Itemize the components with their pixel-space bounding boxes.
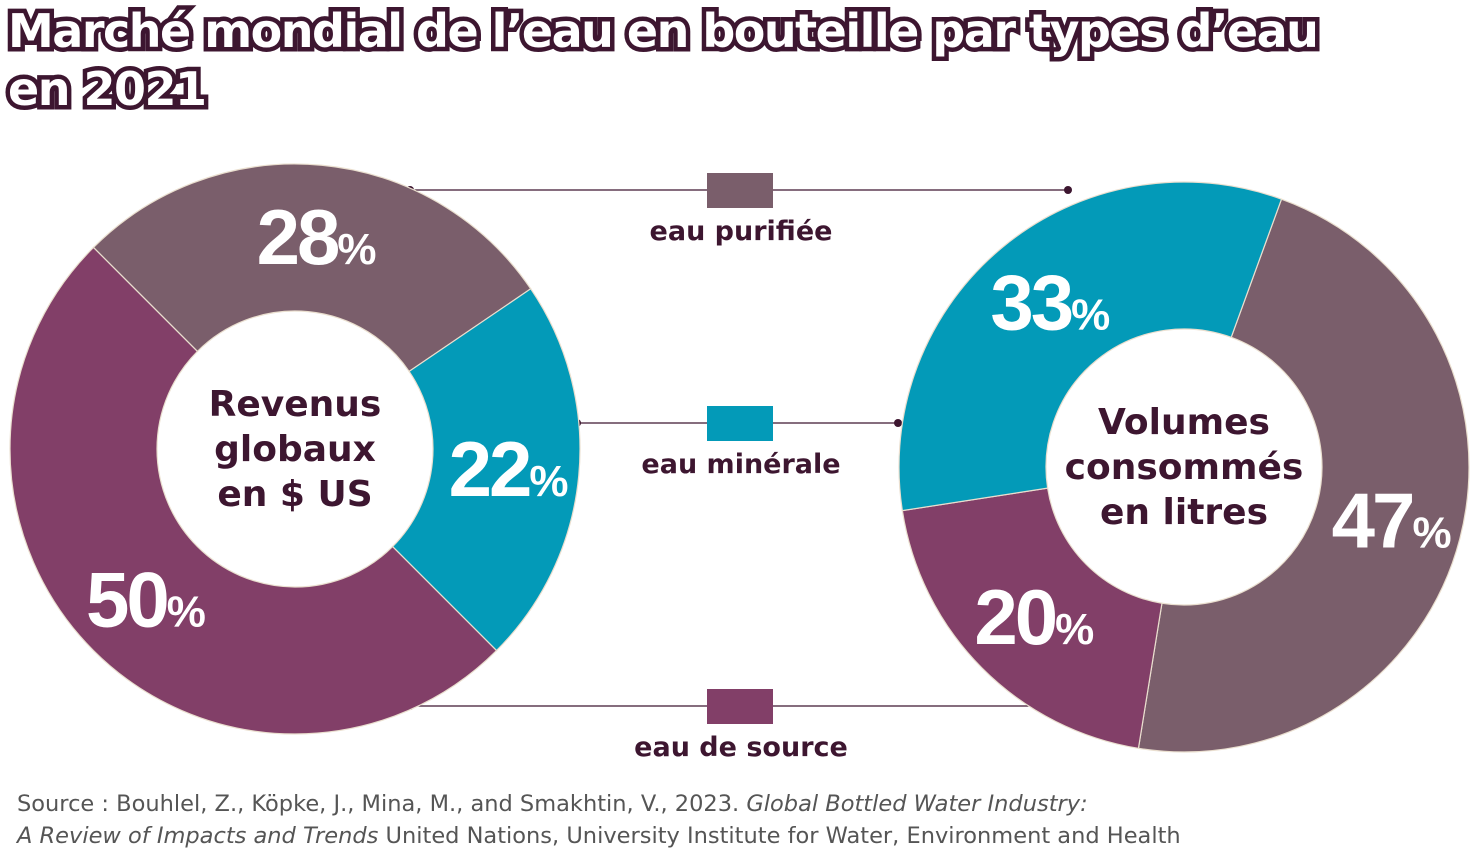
source-line-2: A Review of Impacts and Trends United Na… bbox=[17, 820, 1181, 852]
connector-dot bbox=[894, 419, 902, 427]
donut-1-center-label-line-3: en $ US bbox=[217, 474, 372, 515]
donut-2-label-eau-minerale: 33% bbox=[990, 258, 1109, 346]
donut-2-center-label-line-1: Volumes bbox=[1098, 402, 1270, 443]
donut-1-slice-eau-purifiee bbox=[92, 163, 532, 373]
source-line-1: Source : Bouhlel, Z., Köpke, J., Mina, M… bbox=[17, 788, 1181, 820]
legend-swatch-eau-de-source bbox=[707, 689, 773, 724]
donut-1-label-eau-de-source: 50% bbox=[86, 556, 205, 644]
legend-label-eau-purifiee: eau purifiée bbox=[650, 216, 833, 247]
donut-1-center-label-line-1: Revenus bbox=[209, 384, 382, 425]
source-suffix: United Nations, University Institute for… bbox=[378, 823, 1181, 849]
donut-2-center-label-line-3: en litres bbox=[1100, 492, 1268, 533]
connector-dot bbox=[1064, 186, 1072, 194]
legend-label-eau-minerale: eau minérale bbox=[641, 449, 840, 480]
legend-swatch-eau-purifiee bbox=[707, 173, 773, 208]
source-note: Source : Bouhlel, Z., Köpke, J., Mina, M… bbox=[17, 788, 1181, 852]
donut-2-slice-eau-de-source bbox=[901, 487, 1163, 750]
donut-1-slice-eau-de-source bbox=[9, 246, 498, 735]
donut-1-label-eau-minerale: 22% bbox=[449, 425, 568, 513]
donut-1-center-label-line-2: globaux bbox=[214, 429, 376, 470]
source-title-part-2: A Review of Impacts and Trends bbox=[17, 823, 379, 849]
legend-label-eau-de-source: eau de source bbox=[634, 732, 848, 763]
chart-title-line-2: en 2021 bbox=[4, 58, 212, 121]
donut-2-slice-eau-purifiee bbox=[1137, 198, 1470, 753]
donut-2-label-eau-purifiee: 47% bbox=[1332, 477, 1451, 565]
donut-1-slice-eau-minerale bbox=[391, 287, 581, 652]
chart-title: Marché mondial de l’eau en bouteille par… bbox=[4, 0, 1468, 121]
donut-1-label-eau-purifiee: 28% bbox=[257, 193, 376, 281]
chart-title-line-1: Marché mondial de l’eau en bouteille par… bbox=[4, 0, 1324, 63]
source-title-part-1: Global Bottled Water Industry: bbox=[746, 791, 1088, 817]
donut-2-label-eau-de-source: 20% bbox=[974, 573, 1093, 661]
donut-2-center-label-line-2: consommés bbox=[1065, 447, 1304, 488]
donut-2-slice-eau-minerale bbox=[898, 181, 1283, 512]
legend-swatch-eau-minerale bbox=[707, 406, 773, 441]
source-prefix: Source : Bouhlel, Z., Köpke, J., Mina, M… bbox=[17, 791, 747, 817]
